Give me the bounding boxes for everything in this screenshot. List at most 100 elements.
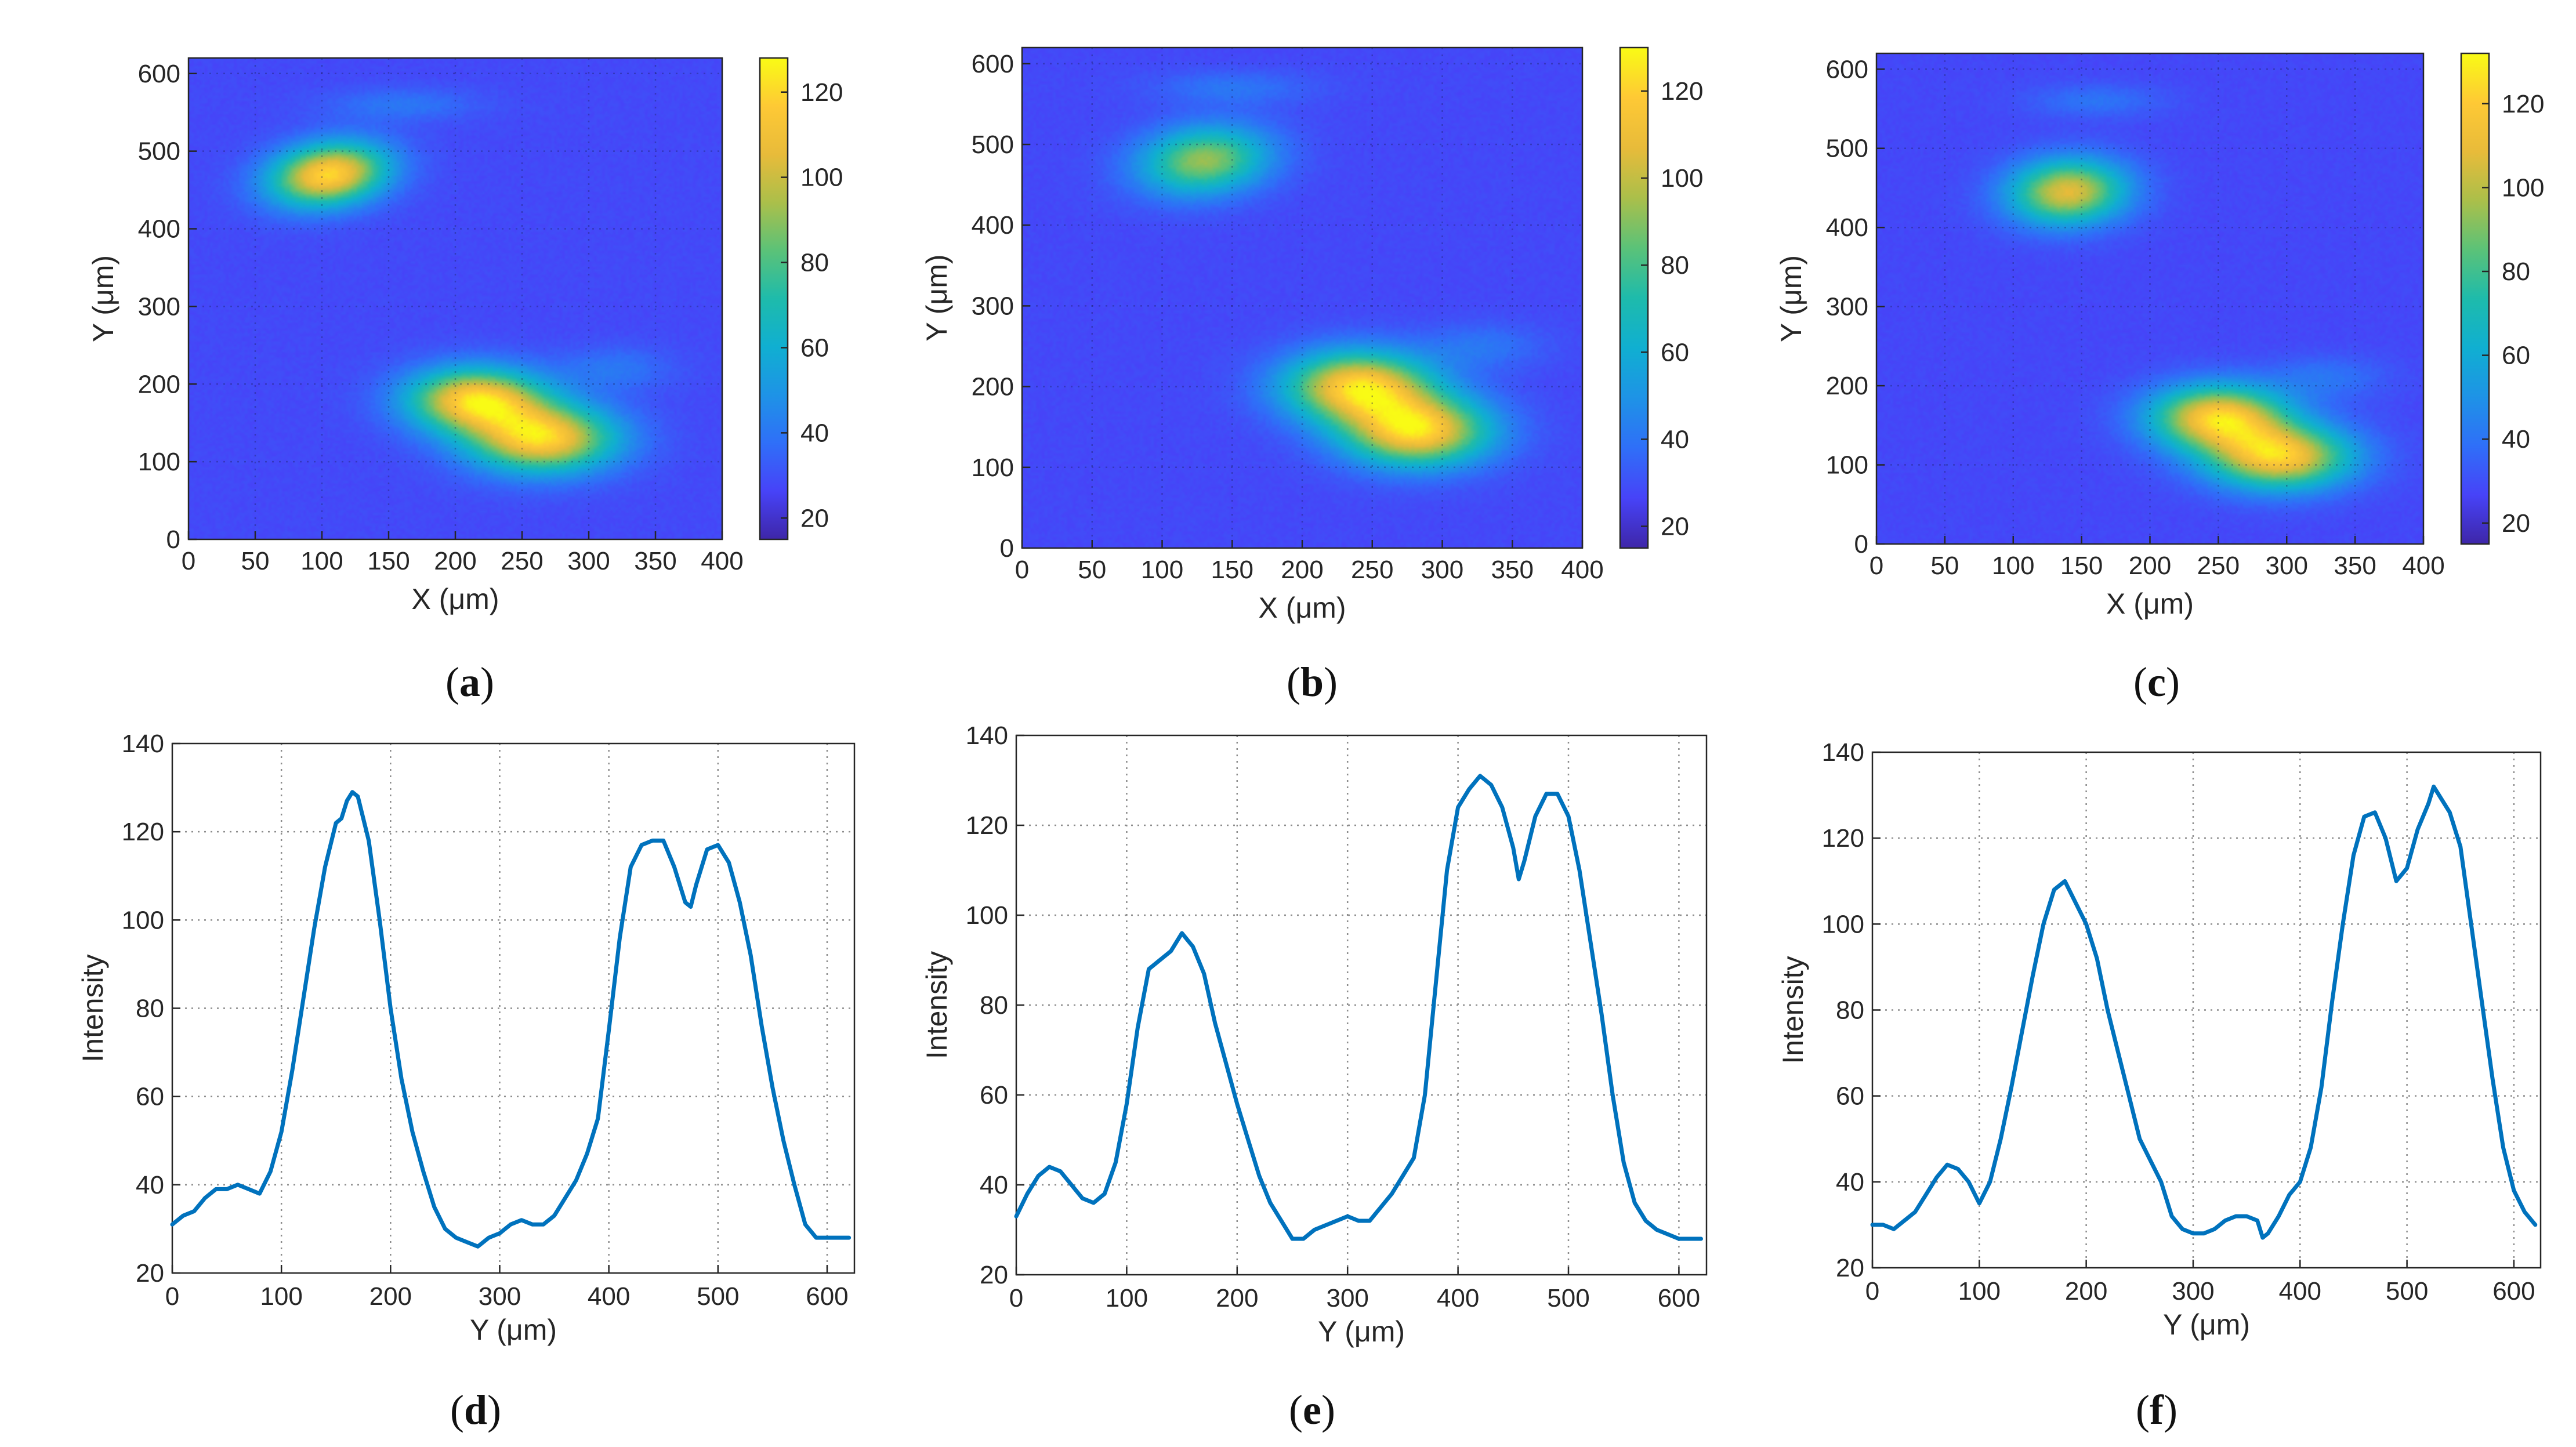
heatmap-panel-b: 0 50 100 150 200 250 300 350 400 0 100 200 300 400 500… (921, 46, 1703, 624)
y-tick-label: 140 (1822, 738, 1864, 767)
y-tick-label: 40 (136, 1171, 164, 1199)
y-tick-label: 60 (136, 1083, 164, 1111)
x-tick-label: 150 (2060, 552, 2103, 580)
x-tick-label: 400 (2402, 552, 2444, 580)
x-tick-label: 350 (2334, 552, 2376, 580)
colorbar-tick-label: 40 (1661, 425, 1689, 454)
y-axis-label: Y (μm) (1775, 255, 1807, 342)
colorbar-b (1619, 46, 1649, 549)
y-tick-label: 80 (980, 991, 1008, 1020)
x-tick-label: 600 (806, 1282, 848, 1311)
colorbar-tick-label: 20 (2502, 509, 2530, 538)
colorbar-tick-label: 100 (800, 164, 843, 192)
x-tick-label: 200 (2129, 552, 2171, 580)
colorbar-tick-label: 120 (1661, 77, 1703, 106)
x-tick-label: 50 (241, 547, 270, 575)
x-tick-label: 300 (479, 1282, 521, 1311)
colorbar-tick-label: 100 (2502, 173, 2544, 202)
x-tick-label: 400 (701, 547, 743, 575)
y-tick-label: 100 (138, 448, 180, 476)
line-panel-d: 0 100 200 300 400 500 600 20 40 60 80 100 120 140 Y (μ… (77, 730, 856, 1346)
y-axis-label: Intensity (1777, 956, 1809, 1064)
y-tick-label: 100 (972, 454, 1014, 482)
x-tick-label: 300 (1326, 1284, 1368, 1312)
colorbar-tick-label: 100 (1661, 164, 1703, 193)
y-axis-label: Intensity (77, 954, 109, 1062)
x-tick-label: 600 (1658, 1284, 1700, 1312)
colorbar-tick-label: 120 (800, 78, 843, 107)
colorbar-tick-label: 40 (800, 419, 829, 447)
colorbar-tick-label: 20 (1661, 512, 1689, 541)
x-tick-label: 100 (1958, 1277, 2001, 1305)
panel-label-d: (d) (450, 1387, 501, 1433)
x-tick-label: 0 (1009, 1284, 1023, 1312)
y-tick-label: 400 (972, 211, 1014, 240)
y-tick-label: 20 (980, 1261, 1008, 1289)
x-tick-label: 250 (501, 547, 543, 575)
y-tick-label: 300 (138, 292, 180, 321)
y-tick-label: 80 (1836, 996, 1864, 1025)
y-axis-label: Intensity (921, 951, 953, 1059)
colorbar-tick-label: 40 (2502, 425, 2530, 454)
panel-label-a: (a) (445, 659, 494, 705)
x-tick-label: 150 (1211, 556, 1253, 584)
y-tick-label: 100 (1822, 910, 1864, 938)
x-axis-label: X (μm) (2106, 587, 2194, 620)
x-axis-label: X (μm) (411, 583, 499, 615)
series-line-f (1870, 784, 2538, 1240)
y-tick-label: 140 (966, 721, 1008, 750)
x-tick-label: 0 (1865, 1277, 1879, 1305)
x-tick-label: 200 (369, 1282, 412, 1311)
x-tick-label: 250 (2197, 552, 2240, 580)
y-axis-label: Y (μm) (921, 254, 953, 341)
y-tick-label: 0 (1854, 530, 1868, 559)
panel-label-e: (e) (1289, 1387, 1335, 1433)
x-tick-label: 200 (1281, 556, 1323, 584)
x-tick-label: 0 (182, 547, 195, 575)
y-axis-label: Y (μm) (87, 255, 119, 342)
x-tick-label: 50 (1078, 556, 1106, 584)
colorbar-tick-label: 120 (2502, 90, 2544, 118)
y-tick-label: 600 (1826, 55, 1868, 84)
x-axis-label: Y (μm) (2163, 1308, 2250, 1341)
colorbar-tick-label: 20 (800, 504, 829, 532)
panel-label-f: (f) (2136, 1387, 2178, 1433)
y-tick-label: 0 (166, 525, 180, 554)
x-tick-label: 100 (1141, 556, 1183, 584)
x-tick-label: 350 (1491, 556, 1534, 584)
x-tick-label: 250 (1351, 556, 1393, 584)
x-axis-label: Y (μm) (470, 1314, 557, 1346)
y-tick-label: 500 (1826, 135, 1868, 163)
x-tick-label: 0 (165, 1282, 179, 1311)
y-tick-label: 120 (1822, 824, 1864, 853)
x-tick-label: 300 (2266, 552, 2308, 580)
colorbar-tick-label: 80 (2502, 258, 2530, 286)
series-line-e (1014, 774, 1703, 1241)
colorbar-c (2460, 52, 2490, 545)
y-tick-label: 100 (966, 901, 1008, 930)
heatmap-panel-c: 0 50 100 150 200 250 300 350 400 0 100 200 300 400 500… (1775, 52, 2544, 620)
y-tick-label: 600 (138, 60, 180, 88)
y-tick-label: 600 (972, 50, 1014, 78)
y-tick-label: 100 (122, 906, 164, 934)
line-panel-f: 0 100 200 300 400 500 600 20 40 60 80 100 120 140 Y (μ… (1777, 738, 2542, 1341)
y-tick-label: 500 (138, 137, 180, 166)
y-tick-label: 60 (1836, 1082, 1864, 1111)
colorbar-tick-label: 60 (2502, 342, 2530, 370)
x-tick-label: 300 (567, 547, 610, 575)
x-tick-label: 0 (1015, 556, 1029, 584)
line-panel-e: 0 100 200 300 400 500 600 20 40 60 80 100 120 140 Y (μ… (921, 721, 1708, 1348)
colorbar-tick-label: 60 (800, 333, 829, 362)
colorbar-tick-label: 80 (1661, 251, 1689, 280)
x-axis-label: Y (μm) (1318, 1315, 1405, 1348)
heatmap-image-b (1022, 48, 1582, 548)
y-tick-label: 120 (966, 811, 1008, 840)
x-tick-label: 150 (367, 547, 410, 575)
y-tick-label: 60 (980, 1081, 1008, 1109)
x-tick-label: 0 (1869, 552, 1883, 580)
x-tick-label: 200 (2065, 1277, 2107, 1305)
y-tick-label: 300 (972, 292, 1014, 320)
y-tick-label: 40 (1836, 1168, 1864, 1196)
colorbar-tick-label: 80 (800, 249, 829, 277)
